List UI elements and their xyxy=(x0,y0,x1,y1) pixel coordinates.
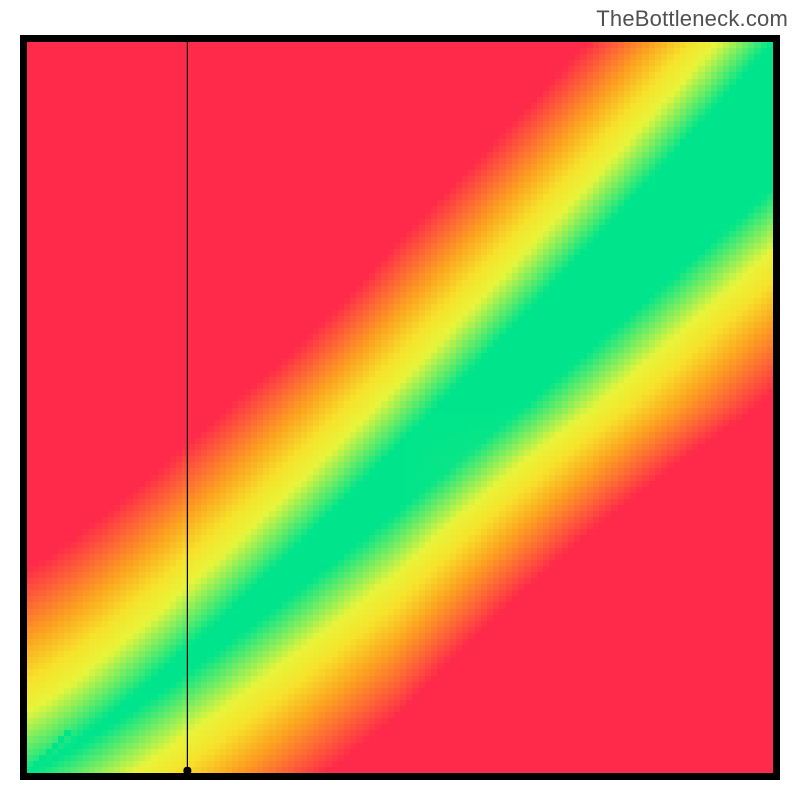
plot-frame xyxy=(20,35,780,780)
watermark-text: TheBottleneck.com xyxy=(596,6,788,32)
